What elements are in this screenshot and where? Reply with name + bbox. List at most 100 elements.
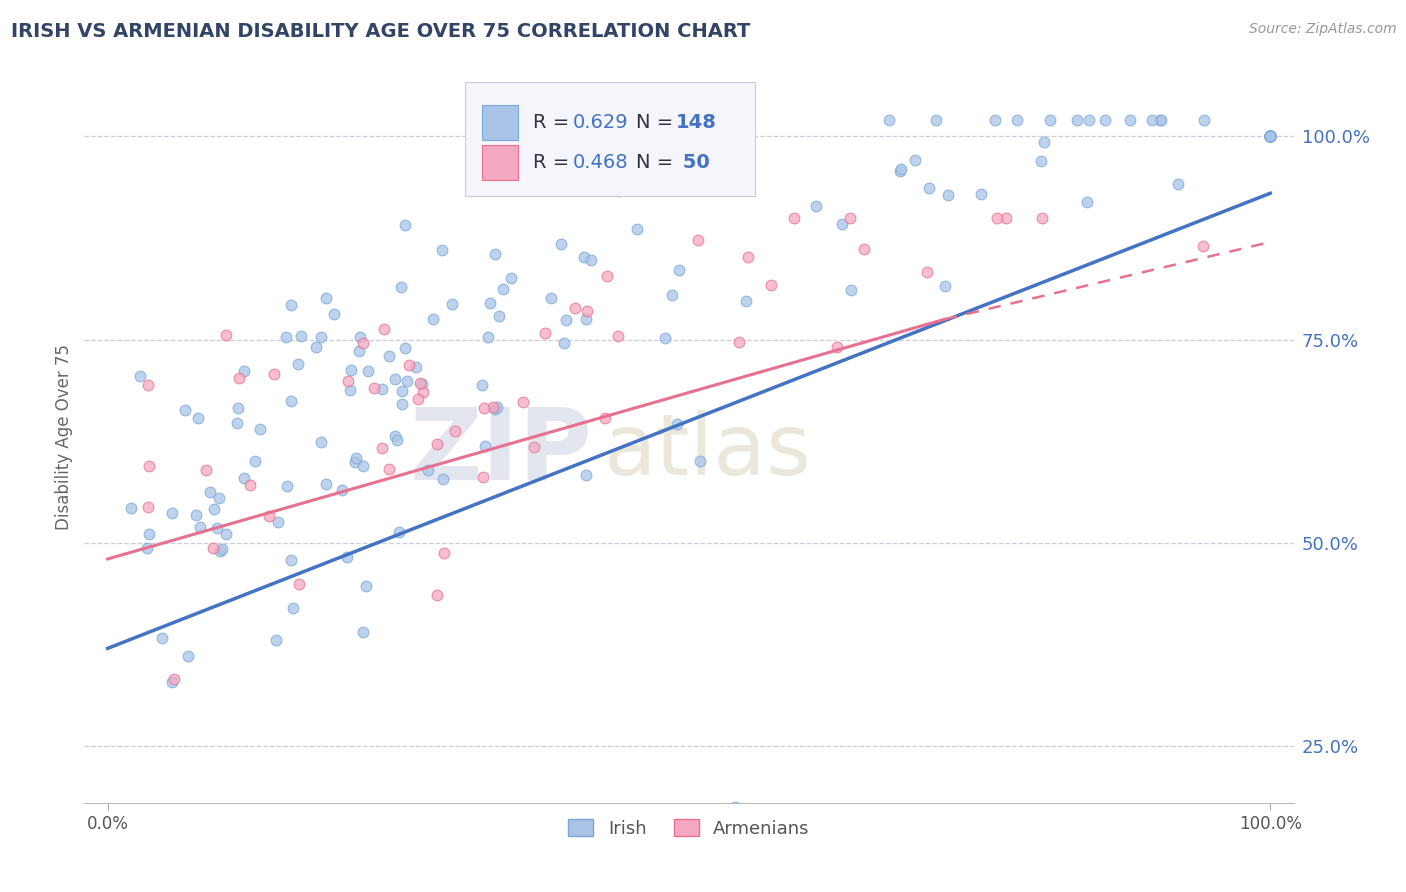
Text: ZIP: ZIP xyxy=(409,403,592,500)
Point xyxy=(349,344,371,359)
Point xyxy=(1258,129,1281,144)
Point xyxy=(162,674,184,689)
Point xyxy=(479,295,502,310)
Point xyxy=(1258,129,1281,144)
Point xyxy=(575,467,598,482)
Point xyxy=(309,434,332,449)
Point xyxy=(1258,129,1281,144)
Text: R =: R = xyxy=(533,153,575,172)
Point xyxy=(425,588,447,602)
Point xyxy=(194,463,217,477)
Point xyxy=(385,434,408,448)
Point xyxy=(384,429,406,443)
Point xyxy=(488,309,510,323)
Point xyxy=(983,113,1005,128)
Point xyxy=(207,491,229,505)
Point xyxy=(233,471,256,485)
Point xyxy=(804,199,827,213)
Point xyxy=(936,188,959,202)
Point xyxy=(322,308,344,322)
Y-axis label: Disability Age Over 75: Disability Age Over 75 xyxy=(55,344,73,530)
Point xyxy=(1258,129,1281,144)
Point xyxy=(354,579,377,593)
Point xyxy=(661,288,683,302)
Point xyxy=(405,359,427,374)
Point xyxy=(378,462,401,476)
Point xyxy=(877,113,900,128)
Point xyxy=(512,394,534,409)
Point xyxy=(150,631,173,645)
Point xyxy=(395,375,418,389)
Point xyxy=(1167,178,1189,192)
Point xyxy=(665,417,688,431)
Point xyxy=(482,401,505,415)
Point xyxy=(575,304,598,318)
Point xyxy=(305,340,328,354)
Point xyxy=(339,363,361,377)
Point xyxy=(1258,129,1281,144)
Point xyxy=(1192,239,1215,253)
Point xyxy=(1005,113,1028,128)
Point xyxy=(918,180,941,194)
Point xyxy=(575,311,598,326)
Point xyxy=(484,247,506,261)
Point xyxy=(689,453,711,467)
Text: 0.468: 0.468 xyxy=(572,153,628,172)
Point xyxy=(243,454,266,468)
Point xyxy=(138,526,160,541)
Point xyxy=(202,541,225,556)
Point xyxy=(232,364,254,378)
Point xyxy=(309,330,332,344)
Point xyxy=(523,440,546,454)
Point xyxy=(136,541,159,556)
Point xyxy=(187,411,209,425)
Point xyxy=(492,282,515,296)
Point xyxy=(474,439,496,453)
Point xyxy=(371,382,394,396)
Point xyxy=(889,164,911,178)
Point xyxy=(315,476,337,491)
Point xyxy=(344,455,367,469)
Point xyxy=(228,371,250,385)
Point xyxy=(349,330,371,344)
Text: atlas: atlas xyxy=(605,410,813,493)
Point xyxy=(890,161,912,176)
Point xyxy=(280,553,302,567)
Point xyxy=(391,384,413,398)
Point xyxy=(595,268,617,283)
Point xyxy=(581,252,603,267)
Point xyxy=(484,401,506,416)
Point xyxy=(486,400,509,414)
Point xyxy=(1258,129,1281,144)
Bar xyxy=(482,145,519,180)
Point xyxy=(160,507,183,521)
Text: N =: N = xyxy=(636,113,679,132)
Point xyxy=(1258,129,1281,144)
Point xyxy=(737,250,759,264)
Point xyxy=(276,329,298,343)
Point xyxy=(1258,129,1281,144)
Point xyxy=(249,422,271,436)
Point xyxy=(1066,113,1088,128)
Point xyxy=(668,263,690,277)
Point xyxy=(225,416,247,430)
Point xyxy=(287,357,309,371)
Point xyxy=(444,424,467,438)
Point xyxy=(534,326,557,340)
Point xyxy=(136,500,159,515)
Point xyxy=(433,546,456,560)
Point xyxy=(406,392,429,406)
Point xyxy=(336,549,359,564)
Text: Source: ZipAtlas.com: Source: ZipAtlas.com xyxy=(1249,22,1396,37)
Point xyxy=(626,222,648,236)
Point xyxy=(128,368,150,383)
Point xyxy=(1258,129,1281,144)
Point xyxy=(540,291,562,305)
Point xyxy=(595,410,617,425)
Point xyxy=(1039,113,1062,128)
Point xyxy=(211,541,233,556)
Point xyxy=(337,374,360,388)
Point xyxy=(1032,136,1054,150)
Point xyxy=(728,133,751,147)
Point xyxy=(1258,129,1281,144)
